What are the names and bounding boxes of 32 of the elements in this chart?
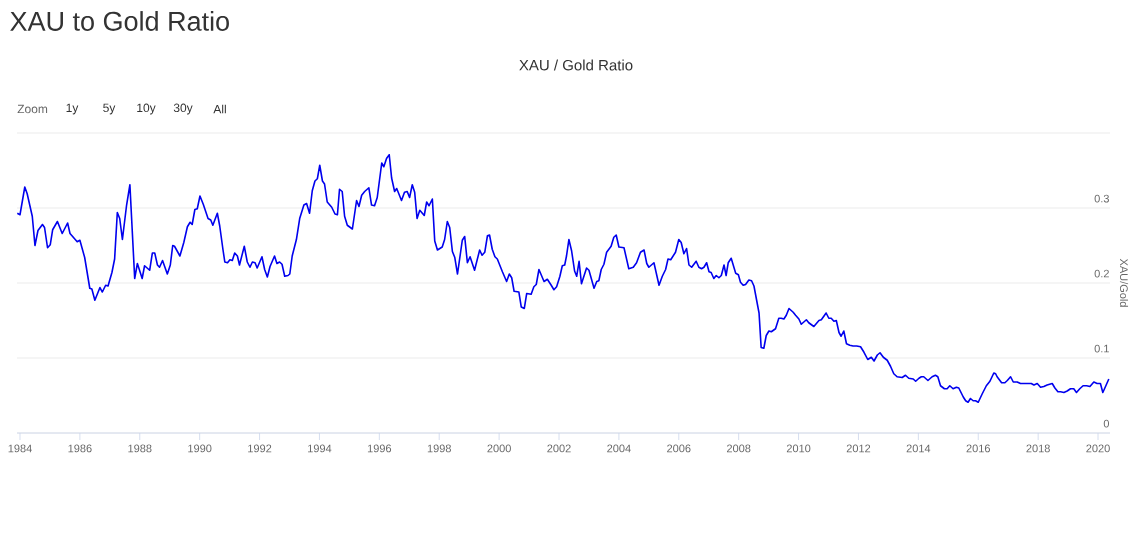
- text: 1y: [66, 103, 79, 115]
- chart-title: XAU to Gold Ratio: [10, 11, 229, 31]
- x-tick-label: 1988: [128, 444, 152, 453]
- x-tick-label: 2006: [667, 444, 691, 453]
- chart-subtitle: XAU / Gold Ratio: [519, 59, 633, 71]
- text: 10y: [137, 103, 156, 115]
- y-tick-label: 0.2: [1094, 269, 1109, 278]
- x-tick-label: 2016: [966, 444, 990, 453]
- text: Zoom: [17, 104, 48, 114]
- y-axis-title: XAU/Gold: [1119, 258, 1129, 307]
- y-tick-label: 0.1: [1094, 344, 1109, 353]
- text: 30y: [173, 103, 193, 115]
- x-tick-label: 1996: [367, 444, 392, 453]
- x-tick-label: 1992: [248, 444, 272, 453]
- x-tick-label: 2008: [727, 444, 751, 453]
- x-tick-label: 1990: [188, 444, 212, 453]
- x-tick-label: 2002: [547, 444, 571, 453]
- x-tick-label: 1986: [68, 444, 92, 453]
- x-tick-label: 1994: [308, 444, 332, 453]
- x-tick-label: 2014: [906, 444, 931, 453]
- x-tick-label: 1998: [427, 444, 451, 453]
- text: All: [213, 104, 226, 114]
- y-tick-label: 0: [1103, 419, 1110, 428]
- x-tick-label: 2004: [607, 444, 631, 453]
- y-tick-label: 0.3: [1094, 194, 1109, 203]
- x-tick-label: 1984: [8, 444, 32, 453]
- x-tick-label: 2000: [487, 444, 511, 453]
- x-tick-label: 2018: [1026, 444, 1050, 453]
- text: 5y: [103, 103, 116, 115]
- x-tick-label: 2012: [846, 444, 871, 453]
- x-tick-label: 2020: [1086, 444, 1110, 453]
- x-tick-label: 2010: [786, 444, 811, 453]
